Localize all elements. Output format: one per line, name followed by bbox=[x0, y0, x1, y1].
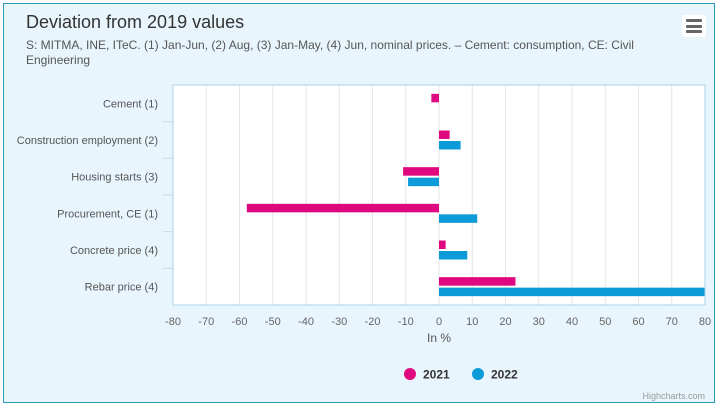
bar-2021 bbox=[246, 203, 439, 213]
legend: 2021 2022 bbox=[404, 368, 518, 382]
bar-2022 bbox=[439, 287, 705, 297]
chart-subtitle: S: MITMA, INE, ITeC. (1) Jan-Jun, (2) Au… bbox=[26, 38, 634, 67]
x-tick-label: -40 bbox=[298, 316, 314, 328]
bar-2022 bbox=[408, 177, 439, 187]
x-tick-label: 40 bbox=[566, 316, 578, 328]
x-tick-label: -60 bbox=[232, 316, 248, 328]
x-tick-label: -30 bbox=[331, 316, 347, 328]
y-category-label: Concrete price (4) bbox=[70, 245, 158, 257]
legend-label: 2022 bbox=[491, 368, 518, 382]
menu-line bbox=[686, 24, 702, 28]
y-axis: Cement (1) Construction employment (2) Hou… bbox=[17, 98, 173, 294]
x-tick-label: -50 bbox=[265, 316, 281, 328]
bars bbox=[246, 93, 705, 297]
x-tick-label: 30 bbox=[533, 316, 545, 328]
bar-2021 bbox=[431, 93, 439, 103]
bar-2021 bbox=[403, 167, 439, 176]
x-tick-label: 20 bbox=[499, 316, 511, 328]
x-tick-label: -20 bbox=[365, 316, 381, 328]
plot-border bbox=[172, 84, 706, 306]
hamburger-menu-icon[interactable] bbox=[682, 15, 706, 37]
menu-line bbox=[686, 19, 702, 22]
legend-marker-icon bbox=[472, 368, 484, 380]
y-category-label: Construction employment (2) bbox=[17, 135, 158, 147]
y-category-label: Cement (1) bbox=[103, 98, 158, 110]
x-tick-label: 70 bbox=[666, 316, 678, 328]
y-category-label: Rebar price (4) bbox=[85, 282, 158, 294]
x-axis: -80 -70 -60 -50 -40 -30 -20 -10 0 10 20 30 40 50 60 70 8… bbox=[165, 316, 711, 328]
y-category-label: Housing starts (3) bbox=[71, 172, 158, 184]
bar-2021 bbox=[439, 240, 446, 249]
x-tick-label: 50 bbox=[599, 316, 611, 328]
credits-link[interactable]: Highcharts.com bbox=[642, 391, 705, 401]
menu-line bbox=[686, 30, 702, 33]
bar-2022 bbox=[439, 251, 468, 260]
gridlines bbox=[172, 85, 706, 305]
x-tick-label: 10 bbox=[466, 316, 478, 328]
x-axis-title: In % bbox=[427, 331, 451, 345]
legend-label: 2021 bbox=[423, 368, 450, 382]
bar-2022 bbox=[439, 214, 478, 223]
chart-title: Deviation from 2019 values bbox=[26, 12, 245, 32]
bar-2022 bbox=[439, 141, 461, 150]
x-tick-label: 80 bbox=[699, 316, 711, 328]
x-tick-label: -10 bbox=[398, 316, 414, 328]
x-tick-label: -80 bbox=[165, 316, 181, 328]
bar-2021 bbox=[439, 277, 516, 286]
legend-marker-icon bbox=[404, 368, 416, 380]
legend-item-2021[interactable]: 2021 bbox=[404, 368, 450, 382]
y-category-label: Procurement, CE (1) bbox=[57, 208, 158, 220]
x-tick-label: 60 bbox=[632, 316, 644, 328]
bar-2021 bbox=[439, 130, 450, 139]
legend-item-2022[interactable]: 2022 bbox=[472, 368, 518, 382]
x-tick-label: -70 bbox=[198, 316, 214, 328]
x-tick-label: 0 bbox=[436, 316, 442, 328]
